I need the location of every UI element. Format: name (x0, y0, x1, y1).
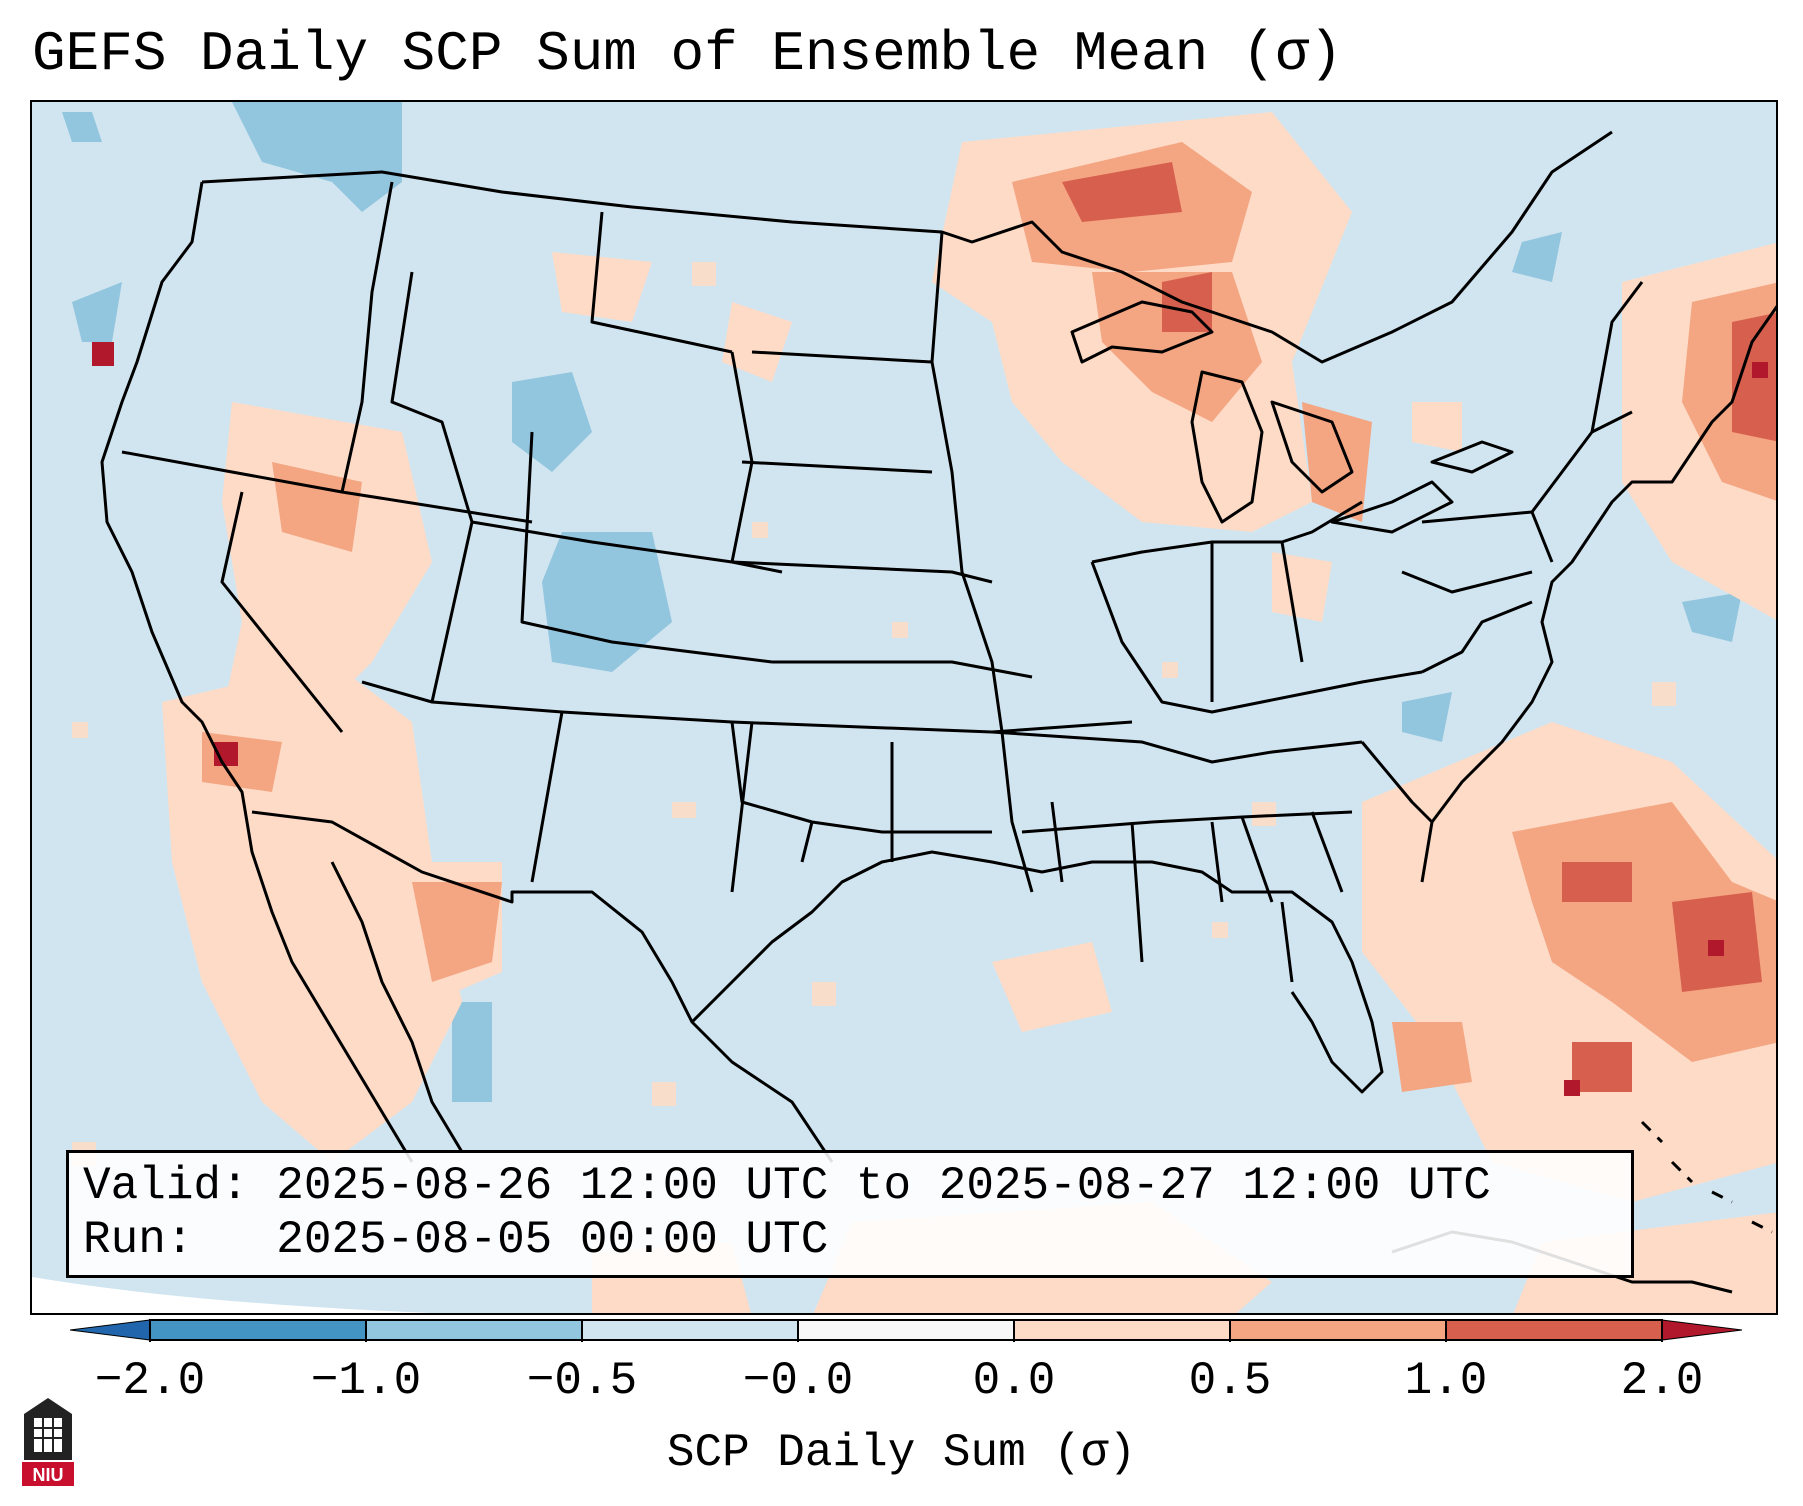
boundaries (100, 130, 1776, 1294)
tick-label: −0.0 (742, 1355, 854, 1407)
outside-domain-area (32, 1277, 432, 1313)
us-canada-border (201, 130, 1613, 364)
colorbar-bin-5 (1014, 1320, 1230, 1340)
colorbar-bin-1 (150, 1320, 366, 1340)
tick-label: 0.0 (972, 1355, 1056, 1407)
chart-title: GEFS Daily SCP Sum of Ensemble Mean (σ) (32, 22, 1343, 86)
colorbar-over-arrow (1661, 1319, 1743, 1341)
colorbar-bin-2 (366, 1320, 582, 1340)
colorbar-bin-4 (798, 1320, 1014, 1340)
run-time: Run: 2025-08-05 00:00 UTC (83, 1214, 829, 1266)
gulf-coastline (690, 850, 1384, 1094)
extreme-positive-areas (92, 342, 1768, 1096)
colorbar (70, 1319, 1743, 1342)
tick-label: −2.0 (94, 1355, 206, 1407)
great-lakes (1070, 300, 1214, 364)
colorbar-bin-7 (1446, 1320, 1662, 1340)
map-panel[interactable] (30, 100, 1778, 1315)
map-svg (32, 102, 1776, 1313)
logo-text: NIU (33, 1465, 64, 1485)
colorbar-label: SCP Daily Sum (σ) (666, 1427, 1137, 1479)
tick-label: 2.0 (1620, 1355, 1704, 1407)
negative-anomaly-areas (62, 102, 1742, 1102)
valid-time: Valid: 2025-08-26 12:00 UTC to 2025-08-2… (83, 1160, 1491, 1212)
noise-cells (72, 262, 1676, 1166)
tick-label: −0.5 (526, 1355, 638, 1407)
pacific-coastline (100, 181, 414, 1163)
tick-label: 1.0 (1404, 1355, 1488, 1407)
niu-logo: NIU (22, 1398, 74, 1486)
tick-label: 0.5 (1188, 1355, 1272, 1407)
colorbar-bin-3 (582, 1320, 798, 1340)
colorbar-ticks: −2.0 −1.0 −0.5 −0.0 0.0 0.5 1.0 2.0 (0, 1356, 1803, 1416)
us-mexico-border (251, 810, 834, 1163)
tick-label: −1.0 (310, 1355, 422, 1407)
atlantic-coastline (1420, 305, 1776, 883)
colorbar-bin-6 (1230, 1320, 1446, 1340)
info-box: Valid: 2025-08-26 12:00 UTC to 2025-08-2… (66, 1150, 1634, 1278)
colorbar-under-arrow (70, 1319, 151, 1341)
